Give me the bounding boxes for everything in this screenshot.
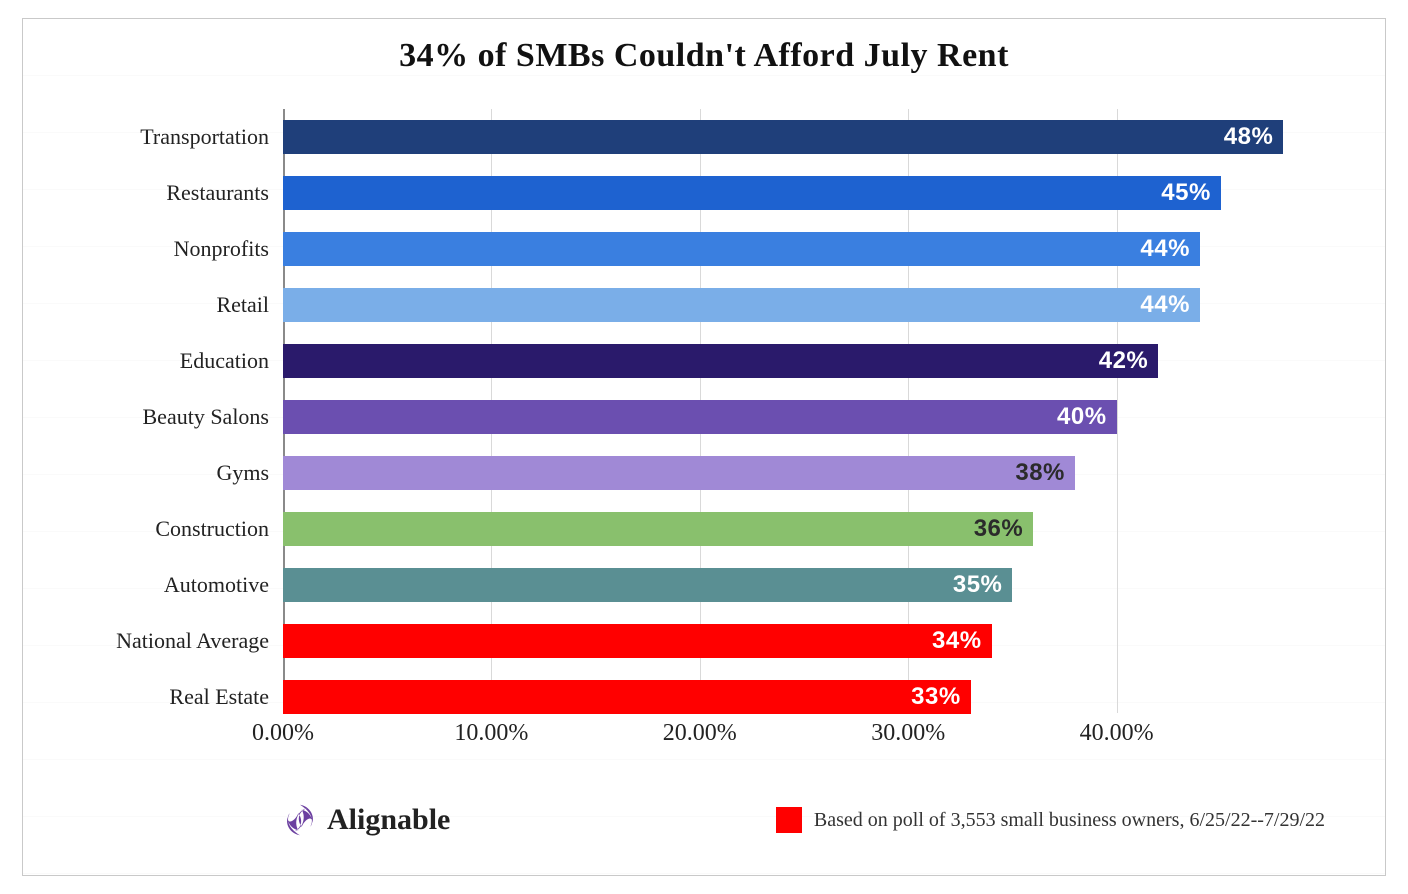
bar-row: Real Estate33% xyxy=(283,674,1325,720)
bar-value-label: 40% xyxy=(1057,403,1107,431)
bar: 44% xyxy=(283,288,1200,322)
brand-name: Alignable xyxy=(327,803,450,837)
legend-text: Based on poll of 3,553 small business ow… xyxy=(814,809,1325,832)
x-tick-label: 20.00% xyxy=(663,720,737,747)
brand-icon xyxy=(283,803,317,837)
bar-value-label: 45% xyxy=(1161,179,1211,207)
legend: Based on poll of 3,553 small business ow… xyxy=(776,807,1325,833)
category-label: Automotive xyxy=(164,572,269,598)
category-label: Real Estate xyxy=(169,684,269,710)
bar-row: Beauty Salons40% xyxy=(283,394,1325,440)
chart-title: 34% of SMBs Couldn't Afford July Rent xyxy=(23,19,1385,75)
category-label: National Average xyxy=(116,628,269,654)
bar-value-label: 36% xyxy=(974,515,1024,543)
bar: 35% xyxy=(283,568,1012,602)
bar: 45% xyxy=(283,176,1221,210)
bar-value-label: 38% xyxy=(1015,459,1065,487)
category-label: Construction xyxy=(155,516,269,542)
bar-value-label: 44% xyxy=(1140,291,1190,319)
x-tick-label: 40.00% xyxy=(1080,720,1154,747)
bar: 44% xyxy=(283,232,1200,266)
bar-row: Transportation48% xyxy=(283,114,1325,160)
category-label: Retail xyxy=(216,292,269,318)
bar-row: Nonprofits44% xyxy=(283,226,1325,272)
chart-footer: Alignable Based on poll of 3,553 small b… xyxy=(283,795,1325,845)
bar-row: National Average34% xyxy=(283,618,1325,664)
category-label: Restaurants xyxy=(166,180,269,206)
category-label: Nonprofits xyxy=(174,236,269,262)
bar: 36% xyxy=(283,512,1033,546)
bar-value-label: 42% xyxy=(1099,347,1149,375)
bar-row: Automotive35% xyxy=(283,562,1325,608)
x-tick-label: 0.00% xyxy=(252,720,314,747)
bar-row: Retail44% xyxy=(283,282,1325,328)
bar-row: Gyms38% xyxy=(283,450,1325,496)
x-tick-label: 30.00% xyxy=(871,720,945,747)
bar-row: Restaurants45% xyxy=(283,170,1325,216)
chart-frame: 34% of SMBs Couldn't Afford July Rent 0.… xyxy=(0,0,1408,894)
bar-value-label: 34% xyxy=(932,627,982,655)
bar: 38% xyxy=(283,456,1075,490)
bar-value-label: 33% xyxy=(911,683,961,711)
bar-value-label: 44% xyxy=(1140,235,1190,263)
category-label: Education xyxy=(180,348,269,374)
x-tick-label: 10.00% xyxy=(454,720,528,747)
bar-row: Education42% xyxy=(283,338,1325,384)
bar: 40% xyxy=(283,400,1117,434)
bar-value-label: 48% xyxy=(1224,123,1274,151)
bar: 42% xyxy=(283,344,1158,378)
plot-area: 34% of SMBs Couldn't Afford July Rent 0.… xyxy=(22,18,1386,876)
legend-swatch xyxy=(776,807,802,833)
chart-bars-area: 0.00%10.00%20.00%30.00%40.00%Transportat… xyxy=(283,114,1325,705)
bar: 48% xyxy=(283,120,1283,154)
bar: 33% xyxy=(283,680,971,714)
category-label: Gyms xyxy=(216,460,269,486)
bar: 34% xyxy=(283,624,992,658)
category-label: Beauty Salons xyxy=(143,404,270,430)
category-label: Transportation xyxy=(140,124,269,150)
bar-value-label: 35% xyxy=(953,571,1003,599)
brand: Alignable xyxy=(283,803,450,837)
bar-row: Construction36% xyxy=(283,506,1325,552)
